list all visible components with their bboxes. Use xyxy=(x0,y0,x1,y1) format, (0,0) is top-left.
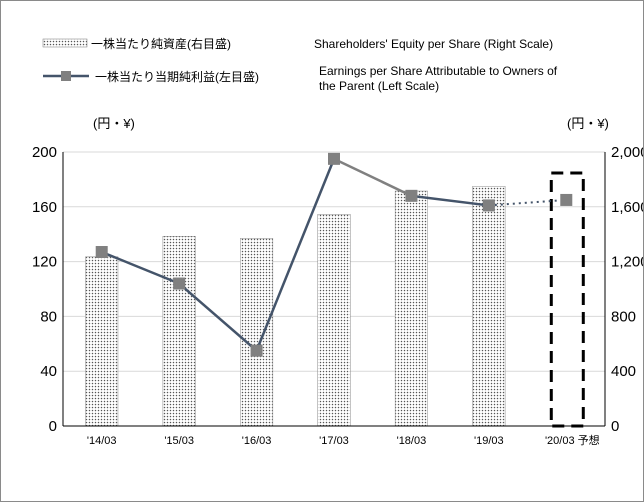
equity-bar xyxy=(317,214,351,427)
right-tick-label: 0 xyxy=(611,418,619,435)
left-tick-label: 200 xyxy=(32,144,57,161)
equity-bar xyxy=(240,238,274,427)
eps-marker xyxy=(560,193,573,206)
equity-bar xyxy=(394,190,428,427)
x-tick-label: '15/03 xyxy=(164,435,194,447)
eps-line-segment xyxy=(101,250,180,285)
forecast-box xyxy=(549,171,585,428)
legend-bar-swatch xyxy=(42,38,88,48)
x-tick-label: '20/03 予想 xyxy=(545,433,600,447)
x-tick-label: '19/03 xyxy=(474,435,504,447)
eps-forecast-segment xyxy=(488,198,567,207)
eps-marker xyxy=(482,199,495,212)
legend-line-marker xyxy=(61,71,71,81)
left-axis: 0 40 80 120 160 200 xyxy=(32,144,57,435)
x-tick-label: '16/03 xyxy=(242,435,272,447)
right-tick-label: 1,200 xyxy=(611,254,643,271)
plot-area xyxy=(62,151,606,428)
legend: 一株当たり純資産(右目盛) Shareholders' Equity per S… xyxy=(42,36,558,93)
eps-line-segment xyxy=(333,157,412,197)
eps-marker xyxy=(173,277,186,290)
right-tick-label: 400 xyxy=(611,363,636,380)
right-tick-label: 2,000 xyxy=(611,144,643,161)
left-tick-label: 80 xyxy=(40,308,57,325)
x-axis: '14/03 '15/03 '16/03 '17/03 '18/03 '19/0… xyxy=(87,433,600,447)
left-tick-label: 40 xyxy=(40,363,57,380)
legend-line-label-en-2: the Parent (Left Scale) xyxy=(319,79,439,93)
legend-line-label-ja: 一株当たり当期純利益(左目盛) xyxy=(95,69,259,84)
eps-line-segment xyxy=(255,158,336,352)
x-tick-label: '17/03 xyxy=(319,435,349,447)
x-tick-label: '14/03 xyxy=(87,435,117,447)
eps-marker xyxy=(95,246,108,259)
eps-line-segment xyxy=(411,194,490,207)
left-axis-unit: (円・¥) xyxy=(93,116,135,131)
right-tick-label: 800 xyxy=(611,308,636,325)
right-axis-unit: (円・¥) xyxy=(567,116,609,131)
legend-bar-label-en: Shareholders' Equity per Share (Right Sc… xyxy=(314,37,553,51)
eps-marker xyxy=(250,344,263,357)
right-tick-label: 1,600 xyxy=(611,199,643,216)
eps-marker xyxy=(328,152,340,165)
right-axis: 0 400 800 1,200 1,600 2,000 xyxy=(611,144,643,435)
legend-line-label-en-1: Earnings per Share Attributable to Owner… xyxy=(319,64,558,78)
equity-bar xyxy=(85,256,119,427)
left-tick-label: 160 xyxy=(32,199,57,216)
equity-bar xyxy=(472,186,506,427)
legend-bar-label-ja: 一株当たり純資産(右目盛) xyxy=(91,36,231,51)
left-tick-label: 0 xyxy=(49,418,57,435)
equity-bar xyxy=(162,236,196,427)
eps-marker xyxy=(405,189,418,202)
left-tick-label: 120 xyxy=(32,254,57,271)
x-tick-label: '18/03 xyxy=(397,435,427,447)
eps-line-segment xyxy=(178,282,258,352)
